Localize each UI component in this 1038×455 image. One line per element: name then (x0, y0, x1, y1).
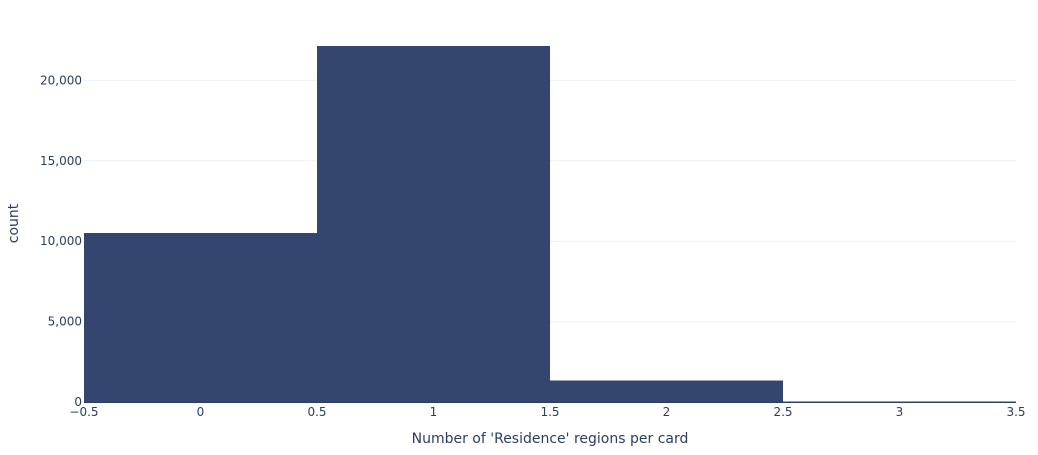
x-tick-label: 2.5 (773, 405, 792, 419)
y-axis-ticks: 0 5,000 10,000 15,000 20,000 (40, 73, 82, 409)
x-tick-label: 1.5 (540, 405, 559, 419)
y-tick-label: 5,000 (48, 315, 82, 329)
x-axis-ticks: −0.5 0 0.5 1 1.5 2 2.5 3 3.5 (69, 405, 1025, 419)
histogram-bar (550, 380, 783, 402)
y-axis-title: count (6, 203, 22, 243)
y-tick-label: 10,000 (40, 234, 82, 248)
histogram-bar (84, 232, 317, 402)
bars (84, 45, 1016, 403)
y-tick-label: 0 (74, 395, 82, 409)
x-tick-label: 2 (663, 405, 671, 419)
x-tick-label: 0.5 (307, 405, 326, 419)
histogram-bar (317, 45, 550, 403)
y-tick-label: 20,000 (40, 73, 82, 87)
x-tick-label: 0 (197, 405, 205, 419)
x-tick-label: 3 (896, 405, 904, 419)
x-axis-title: Number of 'Residence' regions per card (412, 431, 689, 447)
x-tick-label: −0.5 (69, 405, 98, 419)
histogram-bar (783, 401, 1016, 402)
y-tick-label: 15,000 (40, 154, 82, 168)
x-tick-label: 3.5 (1006, 405, 1025, 419)
x-tick-label: 1 (430, 405, 438, 419)
